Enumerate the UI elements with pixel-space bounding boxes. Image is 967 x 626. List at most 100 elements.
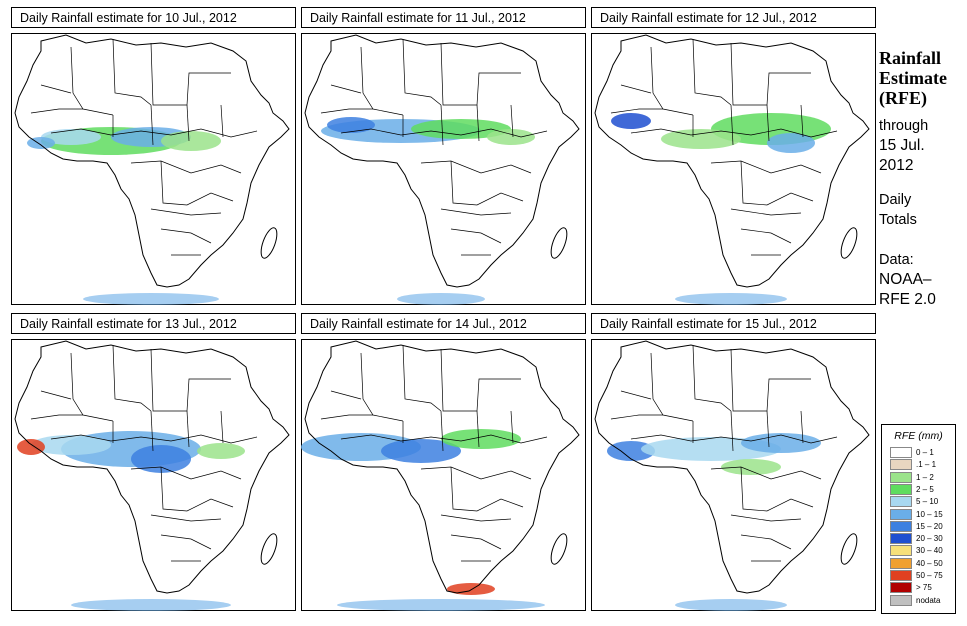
legend-label: 10 – 15 xyxy=(916,509,943,519)
legend-title: RFE (mm) xyxy=(894,430,943,442)
country-border xyxy=(420,466,532,480)
totals-line: Totals xyxy=(879,212,917,228)
coastline xyxy=(301,33,580,288)
country-border xyxy=(360,352,404,422)
madagascar xyxy=(260,533,278,565)
country-border xyxy=(150,514,222,522)
map-frame xyxy=(301,339,586,611)
coastline xyxy=(11,33,290,288)
country-border xyxy=(620,390,652,400)
southern-ocean-rain xyxy=(675,293,787,305)
country-border xyxy=(40,84,72,94)
rainfall-area xyxy=(741,433,821,453)
source-line: NOAA– xyxy=(879,271,932,288)
rainfall-area xyxy=(41,129,101,145)
country-border xyxy=(730,410,734,452)
through-date: through 15 Jul. 2012 xyxy=(879,116,928,176)
country-border xyxy=(186,410,190,448)
country-border xyxy=(730,514,802,522)
legend-swatch xyxy=(890,459,912,471)
madagascar xyxy=(260,227,278,259)
map-frame xyxy=(11,33,296,305)
africa-rainfall-map xyxy=(591,339,876,611)
rainfall-area xyxy=(607,441,655,461)
country-border xyxy=(320,108,373,114)
date-line: 15 Jul. xyxy=(879,137,925,154)
country-border xyxy=(160,160,234,206)
source-line: RFE 2.0 xyxy=(879,291,936,308)
legend-swatch xyxy=(890,447,912,458)
rfe-map-panel-1: Daily Rainfall estimate for 10 Jul., 201… xyxy=(11,7,296,305)
country-border xyxy=(630,128,838,138)
country-border xyxy=(150,410,154,452)
coastline xyxy=(301,339,580,594)
country-border xyxy=(130,160,242,174)
country-border xyxy=(450,160,524,206)
legend-swatch xyxy=(890,557,912,569)
legend-label: 30 – 40 xyxy=(916,546,943,556)
country-border xyxy=(450,228,502,244)
legend-swatch xyxy=(890,496,912,508)
country-border xyxy=(476,104,480,142)
legend-swatch xyxy=(890,508,912,520)
rfe-map-panel-4: Daily Rainfall estimate for 13 Jul., 201… xyxy=(11,313,296,611)
sidebar-title: Rainfall Estimate (RFE) xyxy=(879,48,947,108)
africa-rainfall-map xyxy=(11,33,296,305)
coastline xyxy=(591,33,870,288)
legend-label: 20 – 30 xyxy=(916,534,943,544)
country-border xyxy=(450,534,502,550)
madagascar xyxy=(840,227,858,259)
country-border xyxy=(440,208,512,216)
madagascar xyxy=(550,227,568,259)
country-border xyxy=(160,466,234,512)
totals-line: Daily xyxy=(879,192,912,208)
country-border xyxy=(710,466,822,480)
country-border xyxy=(710,160,822,174)
southern-ocean-rain xyxy=(83,293,219,305)
totals-label: Daily Totals xyxy=(879,190,917,230)
panel-title: Daily Rainfall estimate for 10 Jul., 201… xyxy=(11,7,296,28)
country-border xyxy=(50,128,258,138)
legend-label: .1 – 1 xyxy=(916,460,937,470)
country-border xyxy=(450,466,524,512)
country-border xyxy=(150,104,154,146)
country-border xyxy=(70,46,114,116)
legend-swatch xyxy=(890,570,912,581)
country-border xyxy=(360,46,404,116)
rainfall-area xyxy=(327,117,375,133)
country-border xyxy=(220,410,224,444)
country-border xyxy=(130,466,242,480)
country-border xyxy=(740,160,814,206)
rainfall-area xyxy=(661,129,741,149)
legend-swatch xyxy=(890,520,912,532)
rainfall-area xyxy=(767,133,815,153)
legend-label: 2 – 5 xyxy=(916,484,934,494)
legend-swatch xyxy=(890,594,912,606)
country-border xyxy=(692,38,732,106)
country-border xyxy=(692,344,732,412)
rfe-map-panel-6: Daily Rainfall estimate for 15 Jul., 201… xyxy=(591,313,876,611)
rainfall-area xyxy=(611,113,651,129)
country-border xyxy=(650,352,694,422)
rainfall-area xyxy=(197,443,245,459)
country-border xyxy=(30,108,83,114)
country-border xyxy=(620,84,652,94)
country-border xyxy=(510,104,514,138)
rainfall-area xyxy=(131,445,191,473)
title-line: (RFE) xyxy=(879,88,927,108)
country-border xyxy=(320,414,373,420)
panel-title: Daily Rainfall estimate for 12 Jul., 201… xyxy=(591,7,876,28)
map-frame xyxy=(11,339,296,611)
legend-swatch xyxy=(890,545,912,557)
panel-title: Daily Rainfall estimate for 15 Jul., 201… xyxy=(591,313,876,334)
southern-ocean-rain xyxy=(337,599,545,611)
rainfall-area xyxy=(447,583,495,595)
rfe-map-panel-2: Daily Rainfall estimate for 11 Jul., 201… xyxy=(301,7,586,305)
country-border xyxy=(340,434,548,444)
southern-ocean-rain xyxy=(71,599,231,611)
country-border xyxy=(30,414,83,420)
madagascar xyxy=(840,533,858,565)
country-border xyxy=(402,344,442,412)
country-border xyxy=(160,228,212,244)
country-border xyxy=(740,228,792,244)
